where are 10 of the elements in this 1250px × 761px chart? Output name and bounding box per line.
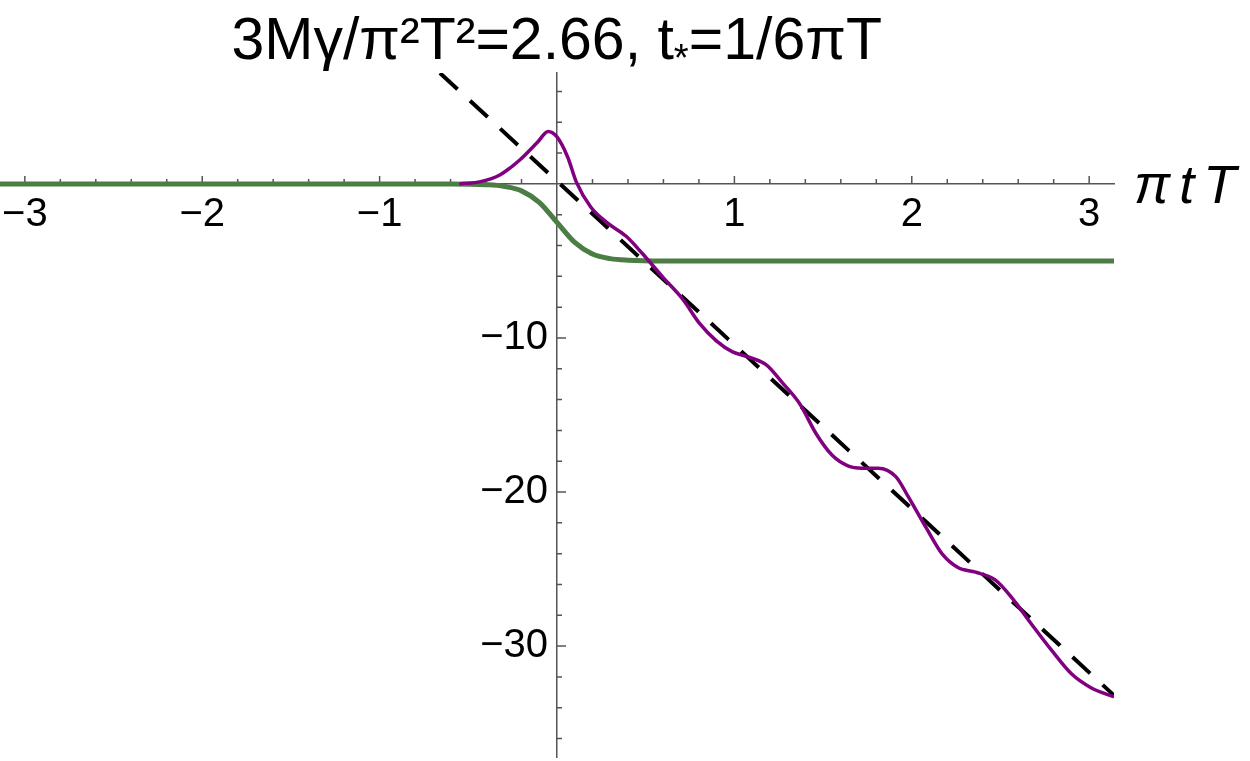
x-tick-label: 3 bbox=[1078, 189, 1101, 234]
y-tick-label: −10 bbox=[480, 313, 548, 357]
y-tick-label: −20 bbox=[480, 467, 548, 512]
x-tick-label: −1 bbox=[356, 189, 403, 234]
x-tick-label: 2 bbox=[900, 189, 923, 234]
x-tick-label: −3 bbox=[2, 189, 48, 234]
x-tick-label: 1 bbox=[723, 189, 746, 234]
y-tick-label: −30 bbox=[480, 621, 548, 666]
chart-title: 3Mγ/π²T²=2.66, t$_{*}$=1/6πT bbox=[231, 6, 883, 79]
x-tick-label: −2 bbox=[179, 189, 226, 234]
